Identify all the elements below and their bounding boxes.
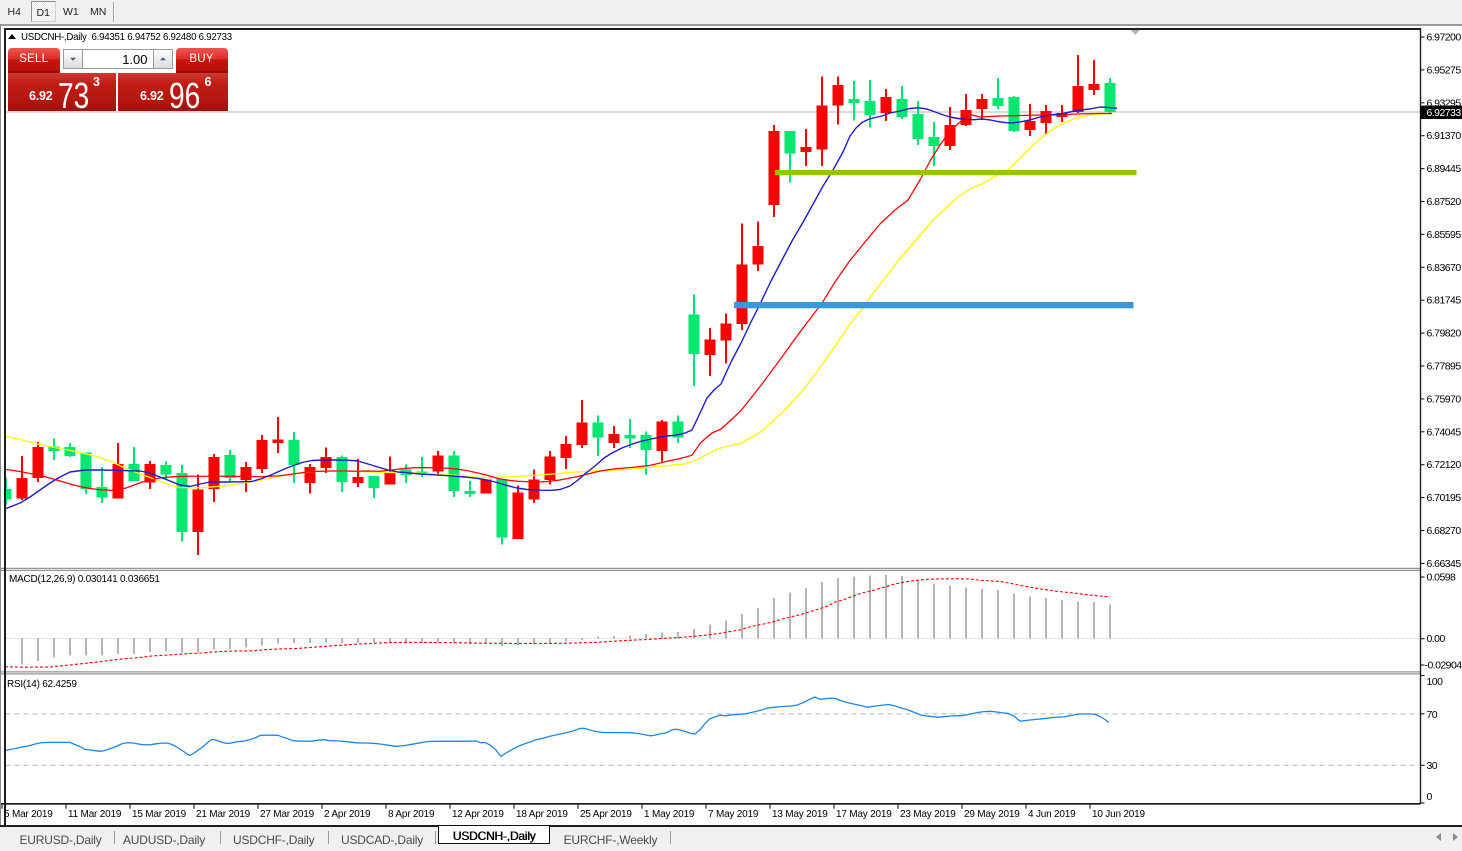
svg-text:18 Apr 2019: 18 Apr 2019 (516, 809, 568, 820)
svg-text:2 Apr 2019: 2 Apr 2019 (324, 809, 371, 820)
svg-text:29 May 2019: 29 May 2019 (964, 809, 1020, 820)
svg-text:6.66345: 6.66345 (1427, 558, 1462, 570)
svg-text:6.89445: 6.89445 (1427, 163, 1462, 175)
svg-text:6.92733: 6.92733 (1427, 107, 1462, 119)
svg-text:25 Apr 2019: 25 Apr 2019 (580, 809, 632, 820)
svg-text:21 Mar 2019: 21 Mar 2019 (196, 809, 251, 820)
svg-text:MACD(12,26,9) 0.030141 0.03665: MACD(12,26,9) 0.030141 0.036651 (9, 574, 160, 585)
svg-text:6.81745: 6.81745 (1427, 295, 1462, 307)
svg-text:30: 30 (1427, 760, 1438, 772)
svg-text:4 Jun 2019: 4 Jun 2019 (1028, 809, 1076, 820)
svg-text:0.0598: 0.0598 (1427, 572, 1457, 584)
svg-text:-0.029049: -0.029049 (1425, 660, 1462, 672)
svg-text:RSI(14) 62.4259: RSI(14) 62.4259 (7, 679, 77, 690)
svg-text:8 Apr 2019: 8 Apr 2019 (388, 809, 435, 820)
svg-text:0.00: 0.00 (1427, 633, 1446, 645)
svg-text:27 Mar 2019: 27 Mar 2019 (260, 809, 315, 820)
svg-text:6.74045: 6.74045 (1427, 426, 1462, 438)
svg-text:6.72120: 6.72120 (1427, 459, 1462, 471)
svg-text:13 May 2019: 13 May 2019 (772, 809, 828, 820)
svg-text:6.70195: 6.70195 (1427, 492, 1462, 504)
svg-text:6.97200: 6.97200 (1427, 32, 1462, 44)
svg-text:10 Jun 2019: 10 Jun 2019 (1092, 809, 1145, 820)
svg-text:6.91370: 6.91370 (1427, 130, 1462, 142)
svg-text:6.83670: 6.83670 (1427, 262, 1462, 274)
svg-text:7 May 2019: 7 May 2019 (708, 809, 759, 820)
svg-text:1 May 2019: 1 May 2019 (644, 809, 695, 820)
svg-text:11 Mar 2019: 11 Mar 2019 (68, 809, 122, 820)
svg-text:70: 70 (1427, 709, 1438, 721)
svg-text:6.68270: 6.68270 (1427, 525, 1462, 537)
svg-text:6.77895: 6.77895 (1427, 361, 1462, 373)
svg-text:0: 0 (1427, 791, 1433, 803)
svg-text:23 May 2019: 23 May 2019 (900, 809, 956, 820)
svg-text:15 Mar 2019: 15 Mar 2019 (132, 809, 187, 820)
svg-text:5 Mar 2019: 5 Mar 2019 (4, 809, 53, 820)
svg-text:6.75970: 6.75970 (1427, 393, 1462, 405)
svg-text:100: 100 (1427, 676, 1444, 688)
svg-text:12 Apr 2019: 12 Apr 2019 (452, 809, 504, 820)
svg-text:6.79820: 6.79820 (1427, 328, 1462, 340)
svg-text:6.95275: 6.95275 (1427, 64, 1462, 76)
svg-text:6.87520: 6.87520 (1427, 196, 1462, 208)
svg-text:6.85595: 6.85595 (1427, 229, 1462, 241)
svg-text:17 May 2019: 17 May 2019 (836, 809, 892, 820)
